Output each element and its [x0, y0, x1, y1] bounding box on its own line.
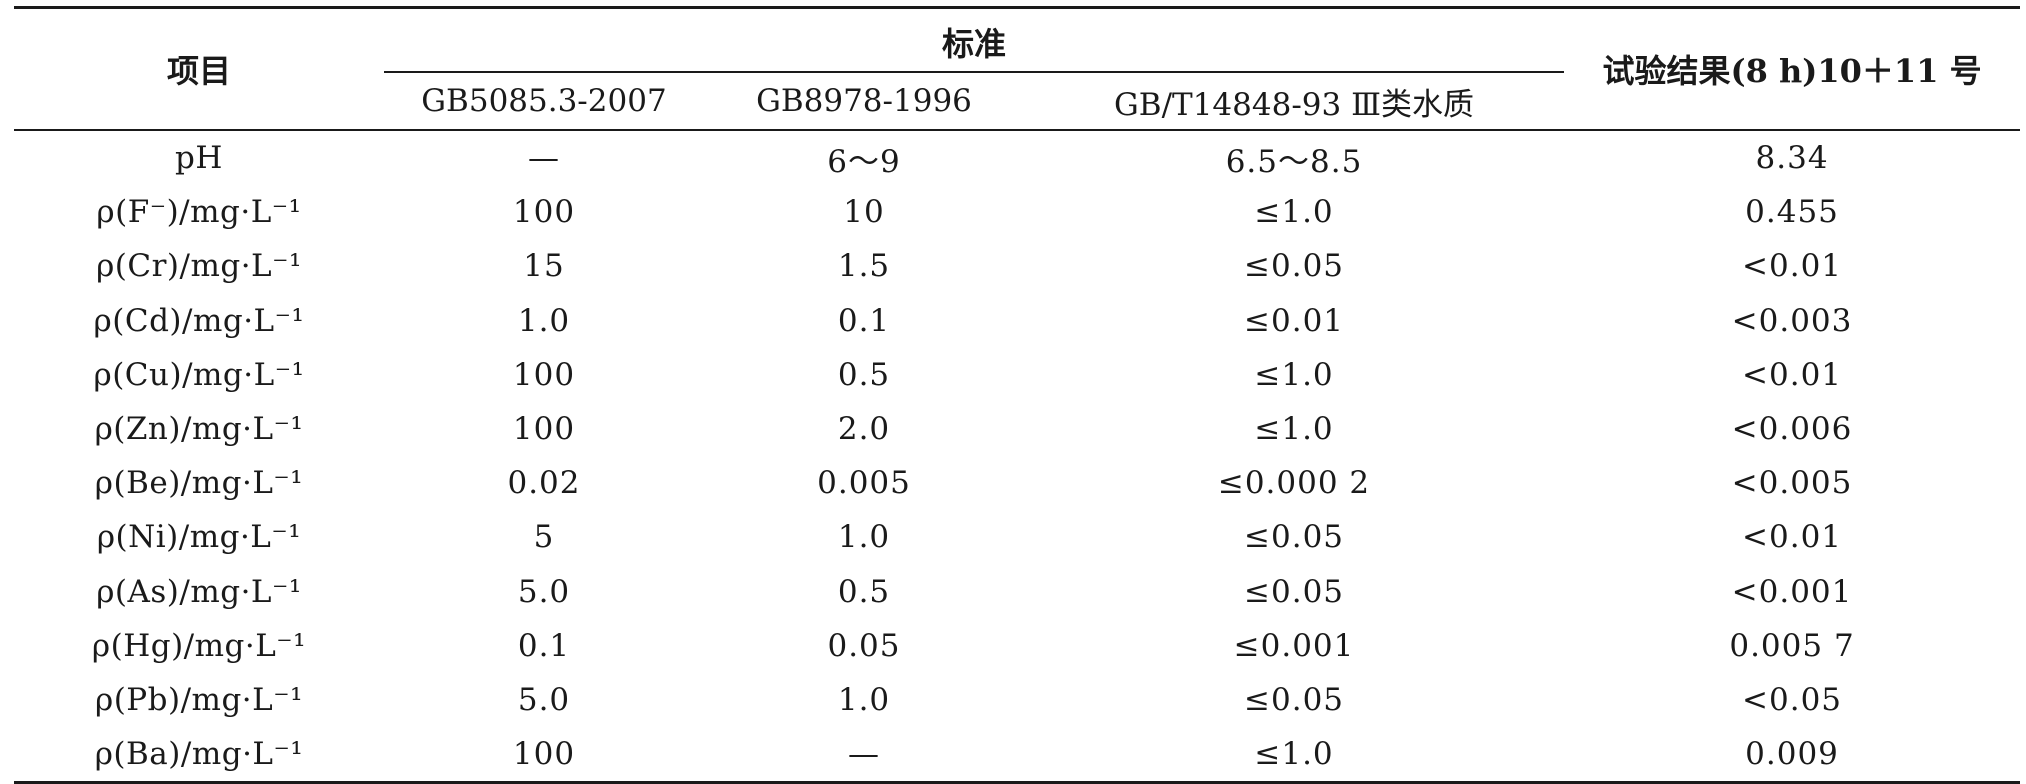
header-standard-gb8978: GB8978-1996 [704, 72, 1024, 131]
cell-gbt14848: ≤1.0 [1254, 194, 1334, 231]
cell-gb8978: 1.0 [837, 519, 891, 556]
cell-gb8978: 0.1 [837, 302, 891, 339]
table-row: ρ(Zn)/mg·L⁻¹ 100 2.0 ≤1.0 <0.006 [14, 402, 2020, 456]
cell-result: <0.001 [1731, 573, 1853, 610]
cell-item: ρ(As)/mg·L⁻¹ [96, 573, 302, 610]
table-row: ρ(Pb)/mg·L⁻¹ 5.0 1.0 ≤0.05 <0.05 [14, 673, 2020, 727]
cell-result: <0.01 [1742, 356, 1843, 393]
table-row: ρ(Cu)/mg·L⁻¹ 100 0.5 ≤1.0 <0.01 [14, 348, 2020, 402]
cell-item: ρ(F⁻)/mg·L⁻¹ [96, 194, 302, 231]
cell-result: <0.005 [1731, 465, 1853, 502]
table-container: 项目 标准 试验结果(8 h)10＋11 号 GB5085.3-2007 GB8… [14, 6, 2021, 784]
cell-result: 8.34 [1755, 140, 1829, 177]
cell-gb5085: 5 [533, 519, 555, 556]
cell-item: pH [175, 140, 223, 177]
header-item: 项目 [14, 6, 384, 131]
cell-gb8978: 0.05 [827, 627, 901, 664]
cell-item: ρ(Ba)/mg·L⁻¹ [14, 727, 384, 784]
cell-gbt14848: ≤0.05 [1244, 681, 1345, 718]
table-row: ρ(Hg)/mg·L⁻¹ 0.1 0.05 ≤0.001 0.005 7 [14, 619, 2020, 673]
cell-gb8978: 6～9 [827, 143, 901, 180]
header-standard-gbt14848: GB/T14848-93 Ⅲ类水质 [1024, 72, 1565, 131]
cell-result: 0.009 [1564, 727, 2021, 784]
cell-result: <0.003 [1731, 302, 1853, 339]
header-standard-group: 标准 [384, 6, 1565, 73]
cell-item: ρ(Hg)/mg·L⁻¹ [91, 627, 307, 664]
cell-gb5085: 100 [512, 356, 576, 393]
cell-gbt14848: ≤1.0 [1254, 356, 1334, 393]
cell-item: ρ(Be)/mg·L⁻¹ [94, 465, 304, 502]
cell-result: 0.455 [1745, 194, 1839, 231]
cell-result: <0.006 [1731, 411, 1853, 448]
table-row: pH — 6～9 6.5～8.5 8.34 [14, 130, 2020, 185]
header-row-sub: GB5085.3-2007 GB8978-1996 GB/T14848-93 Ⅲ… [14, 72, 2020, 131]
cell-gb5085: 0.02 [507, 465, 581, 502]
cell-gb5085: 100 [384, 727, 704, 784]
header-standard-gb5085: GB5085.3-2007 [384, 72, 704, 131]
cell-gb5085: 5.0 [517, 573, 571, 610]
cell-result: <0.01 [1742, 519, 1843, 556]
cell-gb8978: 1.0 [837, 681, 891, 718]
cell-gb5085: 100 [512, 194, 576, 231]
cell-gb5085: 0.1 [517, 627, 571, 664]
cell-result: <0.01 [1742, 248, 1843, 285]
cell-item: ρ(Cu)/mg·L⁻¹ [93, 356, 305, 393]
cell-item: ρ(Cd)/mg·L⁻¹ [93, 302, 305, 339]
cell-gbt14848: ≤1.0 [1254, 411, 1334, 448]
cell-gb5085: 100 [512, 411, 576, 448]
table-row: ρ(Be)/mg·L⁻¹ 0.02 0.005 ≤0.000 2 <0.005 [14, 456, 2020, 510]
cell-gbt14848: ≤0.05 [1244, 519, 1345, 556]
table-row: ρ(Cd)/mg·L⁻¹ 1.0 0.1 ≤0.01 <0.003 [14, 294, 2020, 348]
header-row-top: 项目 标准 试验结果(8 h)10＋11 号 [14, 6, 2021, 131]
standards-comparison-table: 项目 标准 试验结果(8 h)10＋11 号 GB5085.3-2007 GB8… [14, 6, 2021, 784]
cell-gbt14848: ≤0.000 2 [1217, 465, 1371, 502]
cell-gb5085: 5.0 [517, 681, 571, 718]
header-result: 试验结果(8 h)10＋11 号 [1564, 6, 2021, 131]
cell-gbt14848: ≤1.0 [1024, 727, 1565, 784]
cell-item: ρ(Pb)/mg·L⁻¹ [94, 681, 304, 718]
cell-gb8978: 1.5 [837, 248, 891, 285]
cell-gbt14848: ≤0.01 [1244, 302, 1345, 339]
cell-gbt14848: ≤0.05 [1244, 573, 1345, 610]
cell-gb8978: 10 [843, 194, 885, 231]
cell-gb5085: — [528, 140, 560, 177]
cell-item: ρ(Cr)/mg·L⁻¹ [96, 248, 302, 285]
table-row: ρ(Cr)/mg·L⁻¹ 15 1.5 ≤0.05 <0.01 [14, 239, 2020, 293]
cell-result: <0.05 [1742, 681, 1843, 718]
cell-gb5085: 15 [523, 248, 565, 285]
cell-gbt14848: ≤0.001 [1233, 627, 1355, 664]
cell-item: ρ(Zn)/mg·L⁻¹ [94, 411, 304, 448]
cell-gbt14848: 6.5～8.5 [1225, 143, 1363, 180]
table-header: 项目 标准 试验结果(8 h)10＋11 号 GB5085.3-2007 GB8… [14, 6, 2021, 131]
cell-gb8978: 0.005 [817, 465, 911, 502]
cell-gbt14848: ≤0.05 [1244, 248, 1345, 285]
table-row: ρ(Ni)/mg·L⁻¹ 5 1.0 ≤0.05 <0.01 [14, 510, 2020, 564]
table-body: pH —6～9 6.5～8.5 8.34 ρ(F⁻)/mg·L⁻¹ 100 10 ≤1.0 0.… [14, 130, 2021, 784]
cell-gb5085: 1.0 [517, 302, 571, 339]
table-row: ρ(F⁻)/mg·L⁻¹ 100 10 ≤1.0 0.455 [14, 185, 2020, 239]
cell-item: ρ(Ni)/mg·L⁻¹ [96, 519, 302, 556]
cell-result: 0.005 7 [1729, 627, 1855, 664]
table-row: ρ(Ba)/mg·L⁻¹ 100— ≤1.0 0.009 [14, 727, 2021, 784]
cell-gb8978: 0.5 [837, 573, 891, 610]
cell-gb8978: — [704, 727, 1024, 784]
table-row: ρ(As)/mg·L⁻¹ 5.0 0.5 ≤0.05 <0.001 [14, 565, 2020, 619]
cell-gb8978: 0.5 [837, 356, 891, 393]
cell-gb8978: 2.0 [837, 411, 891, 448]
